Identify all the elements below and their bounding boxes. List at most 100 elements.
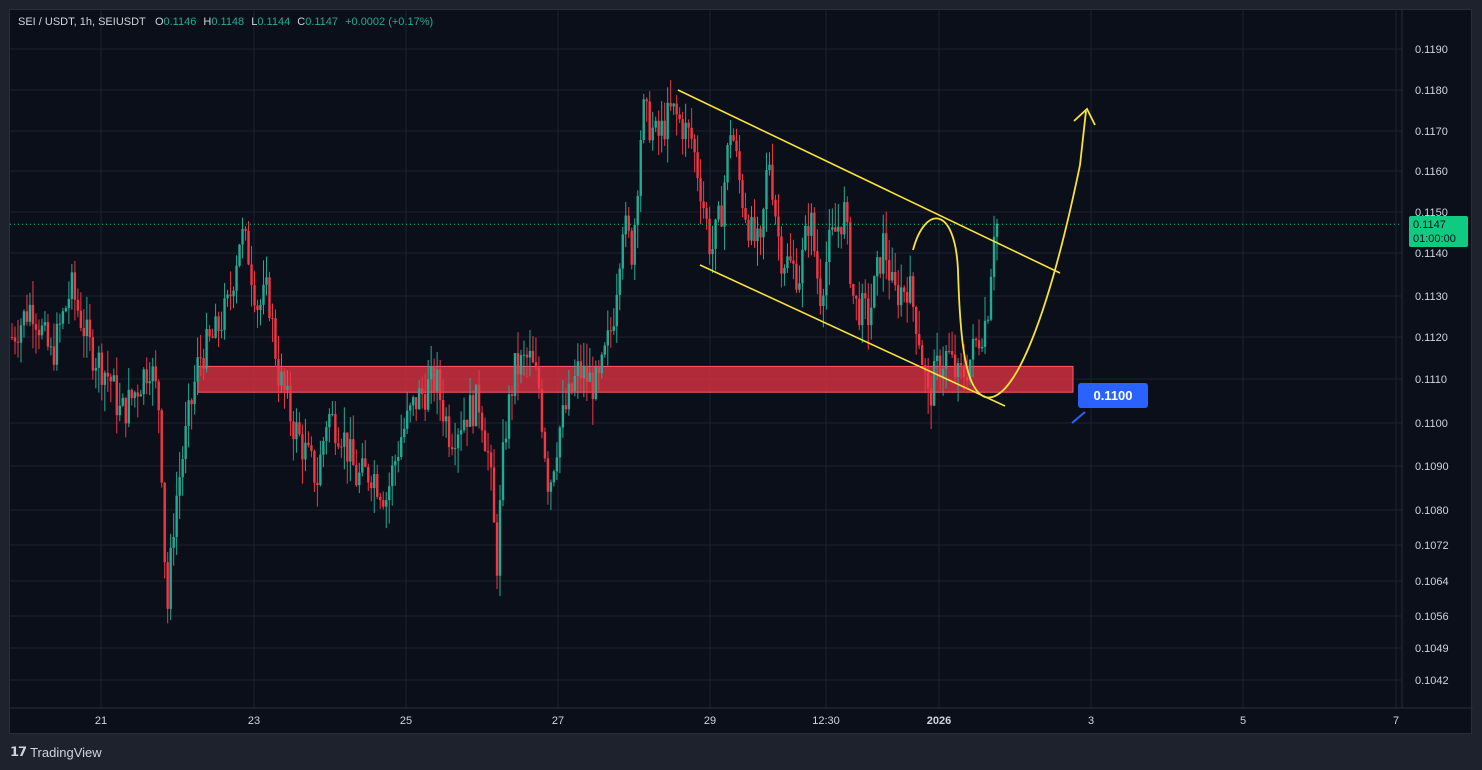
candle-body bbox=[88, 319, 92, 338]
candle-body bbox=[268, 277, 271, 319]
candle-body bbox=[328, 414, 331, 428]
candle-body bbox=[277, 358, 280, 386]
candle-body bbox=[411, 397, 415, 406]
candle-body bbox=[690, 127, 693, 139]
candle-body bbox=[615, 294, 618, 327]
candle-body bbox=[163, 482, 166, 563]
candle-body bbox=[307, 442, 310, 446]
candle-body bbox=[540, 388, 544, 432]
candle-body bbox=[420, 388, 424, 395]
candle-body bbox=[774, 199, 777, 217]
candle-body bbox=[417, 388, 421, 410]
candle-body bbox=[46, 322, 50, 347]
candle-body bbox=[397, 457, 400, 462]
candle-body bbox=[115, 375, 118, 416]
candle-body bbox=[196, 357, 199, 382]
candle-body bbox=[64, 308, 68, 312]
candle-body bbox=[175, 495, 178, 537]
candle-body bbox=[882, 233, 885, 274]
y-tick-label: 0.1056 bbox=[1415, 611, 1449, 623]
candle-body bbox=[902, 287, 906, 292]
candle-body bbox=[855, 295, 858, 299]
candle-body bbox=[798, 283, 801, 290]
candle-body bbox=[148, 381, 151, 384]
y-tick-label: 0.1049 bbox=[1415, 643, 1449, 655]
candle-body bbox=[911, 276, 915, 308]
candle-body bbox=[157, 381, 160, 411]
candle-body bbox=[507, 394, 511, 439]
candle-body bbox=[897, 285, 900, 306]
candle-body bbox=[91, 337, 95, 371]
candle-body bbox=[873, 276, 876, 308]
candle-body bbox=[361, 458, 364, 473]
candle-body bbox=[220, 329, 223, 331]
candle-body bbox=[106, 372, 110, 377]
candle-body bbox=[828, 229, 831, 263]
footer-brand[interactable]: 𝟭𝟳 TradingView bbox=[10, 744, 102, 760]
y-tick-label: 0.1064 bbox=[1415, 576, 1449, 588]
y-tick-label: 0.1120 bbox=[1415, 332, 1448, 344]
candle-body bbox=[780, 236, 783, 274]
candle-body bbox=[705, 208, 708, 219]
symbol-title: SEI / USDT, 1h, SEIUSDT bbox=[18, 16, 146, 28]
candle-body bbox=[459, 430, 463, 435]
level-callout-badge[interactable]: 0.1100 bbox=[1078, 383, 1148, 408]
candle-body bbox=[561, 405, 565, 428]
candle-body bbox=[388, 486, 391, 501]
candle-body bbox=[432, 366, 436, 392]
candle-body bbox=[642, 99, 645, 140]
candle-body bbox=[456, 434, 460, 449]
candle-body bbox=[699, 178, 702, 202]
candle-body bbox=[585, 365, 589, 382]
low-value: 0.1144 bbox=[257, 16, 291, 28]
brand-name: TradingView bbox=[30, 744, 102, 760]
candle-body bbox=[905, 291, 909, 303]
candle-body bbox=[244, 228, 247, 231]
candle-body bbox=[786, 256, 789, 269]
candle-body bbox=[97, 352, 101, 368]
candle-body bbox=[624, 215, 627, 235]
candle-body bbox=[262, 284, 265, 305]
candle-body bbox=[843, 202, 846, 235]
high-label: H bbox=[203, 16, 212, 28]
chart-plot[interactable]: 0.11900.11800.11700.11600.11500.11400.11… bbox=[10, 10, 1473, 735]
candle-body bbox=[19, 325, 23, 343]
candle-body bbox=[280, 371, 283, 386]
candle-body bbox=[983, 320, 987, 347]
candle-body bbox=[178, 477, 181, 496]
candle-body bbox=[825, 262, 828, 296]
candle-body bbox=[965, 377, 969, 381]
candle-body bbox=[929, 388, 933, 406]
candle-body bbox=[663, 120, 666, 140]
candle-body bbox=[31, 304, 35, 325]
candle-body bbox=[944, 351, 948, 369]
candle-body bbox=[208, 329, 211, 337]
candle-body bbox=[94, 367, 98, 371]
candle-body bbox=[241, 228, 244, 245]
candle-body bbox=[552, 471, 556, 483]
candle-body bbox=[555, 457, 559, 472]
close-label: C bbox=[297, 16, 306, 28]
candle-body bbox=[495, 522, 499, 576]
candle-body bbox=[783, 268, 786, 274]
candle-body bbox=[426, 379, 430, 410]
candle-body bbox=[403, 428, 406, 438]
candle-body bbox=[489, 452, 493, 468]
candle-body bbox=[337, 443, 340, 447]
y-tick-label: 0.1090 bbox=[1415, 461, 1449, 473]
candle-body bbox=[367, 466, 370, 483]
candle-body bbox=[211, 336, 214, 338]
candle-body bbox=[289, 385, 292, 422]
candle-body bbox=[67, 298, 71, 309]
candle-body bbox=[651, 127, 654, 141]
candle-body bbox=[109, 376, 112, 382]
candle-body bbox=[920, 345, 924, 365]
candle-body bbox=[861, 293, 864, 326]
candle-body bbox=[971, 338, 975, 360]
candle-body bbox=[58, 323, 62, 325]
candle-body bbox=[408, 405, 412, 411]
candle-body bbox=[49, 346, 53, 348]
candle-body bbox=[977, 340, 981, 349]
candle-body bbox=[858, 298, 861, 326]
candle-body bbox=[259, 304, 262, 310]
